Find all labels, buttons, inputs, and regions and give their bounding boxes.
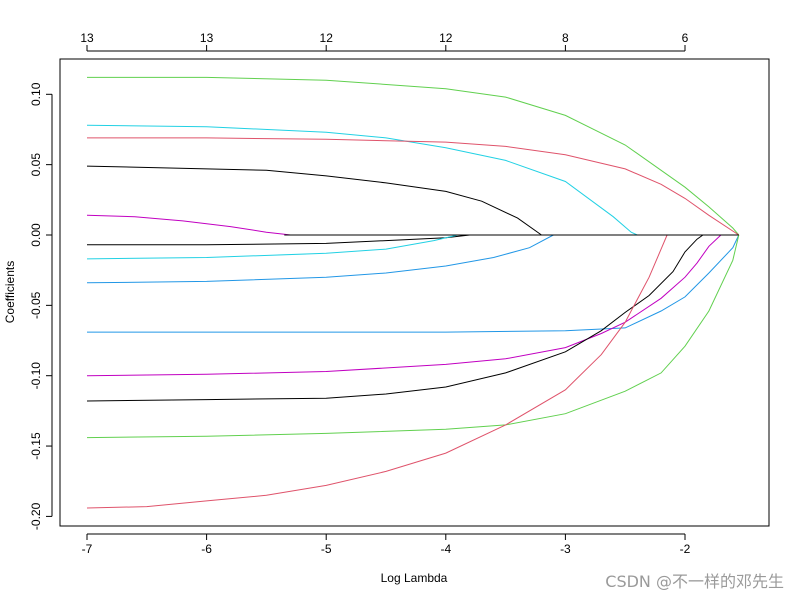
- top-tick-label: 8: [562, 31, 569, 45]
- y-tick-label: 0.10: [29, 82, 43, 106]
- y-tick-label: -0.15: [29, 432, 43, 460]
- top-tick-label: 12: [320, 31, 334, 45]
- y-tick-label: 0.00: [29, 223, 43, 247]
- x-tick-label: -3: [560, 542, 571, 556]
- top-tick-label: 6: [682, 31, 689, 45]
- top-tick-label: 13: [80, 31, 94, 45]
- series-layer: [86, 76, 740, 509]
- y-axis-title: Coefficients: [3, 261, 17, 323]
- x-tick-label: -6: [201, 542, 212, 556]
- coefficient-path-9: [87, 234, 740, 333]
- coefficient-path-13: [86, 234, 668, 509]
- coefficient-path-11: [86, 234, 704, 402]
- coefficient-path-2: [86, 124, 638, 236]
- csdn-watermark: CSDN @不一样的邓先生: [605, 572, 784, 591]
- plot-box: [59, 58, 770, 527]
- x-tick-label: -2: [680, 542, 691, 556]
- y-tick-label: -0.20: [29, 502, 43, 530]
- coefficient-path-12: [86, 234, 740, 439]
- coefficient-path-1: [87, 76, 740, 236]
- coefficient-path-7: [86, 234, 458, 260]
- x-axis-title: Log Lambda: [381, 571, 448, 585]
- coefficient-path-10: [86, 234, 722, 377]
- x-axis: -7 -6 -5 -4 -3 -2: [82, 533, 691, 556]
- y-axis: -0.20 -0.15 -0.10 -0.05 0.00 0.05 0.10: [29, 82, 53, 530]
- y-tick-label: -0.10: [29, 362, 43, 390]
- coefficient-path-8: [86, 234, 554, 284]
- top-tick-label: 13: [200, 31, 214, 45]
- top-axis: 13 13 12 12 8 6: [80, 31, 689, 52]
- y-tick-label: -0.05: [29, 291, 43, 319]
- coefficient-path-4: [86, 165, 542, 236]
- coefficient-path-6: [87, 234, 470, 246]
- top-tick-label: 12: [439, 31, 453, 45]
- x-tick-label: -7: [82, 542, 93, 556]
- x-tick-label: -4: [440, 542, 451, 556]
- y-tick-label: 0.05: [29, 153, 43, 177]
- coefficient-path-3: [87, 137, 740, 236]
- coefficient-path-5: [86, 214, 291, 236]
- x-tick-label: -5: [321, 542, 332, 556]
